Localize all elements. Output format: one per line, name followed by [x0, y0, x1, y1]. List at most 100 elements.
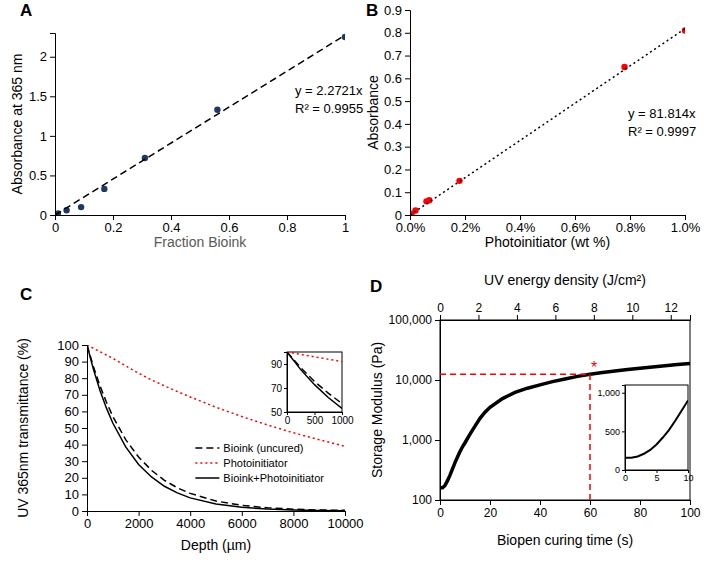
tick-mark: [82, 494, 87, 495]
tick-label: 80: [634, 506, 648, 520]
tick: 80: [65, 371, 87, 386]
tick-mark: [82, 461, 87, 462]
figure-container: 00.20.40.60.8100.511.52AFraction BioinkA…: [0, 0, 707, 563]
annotation-guide: [440, 373, 590, 375]
tick: 0: [52, 215, 59, 235]
tick-label: 0: [623, 473, 628, 483]
y-axis-line: [284, 353, 288, 413]
x-axis: 020406080100: [437, 500, 701, 520]
tick-label: 4000: [176, 516, 205, 531]
tick: 1,000: [597, 388, 625, 398]
tick: 0.5: [29, 168, 55, 183]
tick: 1,000: [402, 433, 440, 447]
x2-axis-title: UV energy density (J/cm²): [484, 272, 646, 288]
tick-label: 8: [591, 301, 598, 315]
point: [101, 186, 107, 192]
tick-mark: [82, 411, 87, 412]
legend-label: Bioink (uncured): [223, 442, 303, 454]
tick-label: 12: [665, 301, 679, 315]
panel: 0.0%0.2%0.4%0.6%0.8%1.0%00.10.20.30.40.5…: [365, 1, 701, 250]
tick-mark: [284, 364, 287, 365]
tick: 60: [65, 404, 87, 419]
tick-label: 0.4: [162, 220, 180, 235]
line: [287, 352, 342, 362]
plot-area: [440, 364, 690, 488]
tick: 0: [84, 511, 91, 531]
tick-label: 0.9: [384, 3, 402, 18]
tick: 10,000: [395, 373, 440, 387]
y-axis: 0102030405060708090100: [57, 338, 87, 519]
x-axis: 00.20.40.60.81: [52, 215, 349, 235]
tick-mark: [590, 500, 591, 505]
tick-label: 20: [65, 470, 79, 485]
tick-label: 0.6: [384, 71, 402, 86]
tick-label: 0.6%: [561, 220, 591, 235]
tick-label: 20: [484, 506, 498, 520]
plot-area: [287, 352, 342, 408]
tick-label: 0.8: [384, 25, 402, 40]
line: [287, 352, 342, 404]
tick-mark: [622, 393, 625, 394]
tick: 1.5: [29, 89, 55, 104]
tick-mark: [82, 428, 87, 429]
tick: 10: [683, 470, 693, 483]
tick-label: 4: [514, 301, 521, 315]
tick: 0: [285, 412, 291, 426]
tick: 2: [476, 301, 483, 320]
tick: 70: [65, 387, 87, 402]
y-axis: 00.10.20.30.40.50.60.70.80.9: [384, 3, 411, 223]
tick: 0.8%: [616, 215, 646, 235]
annotation: y = 81.814x: [628, 106, 696, 121]
tick-label: 0.4%: [506, 220, 536, 235]
tick-label: 60: [65, 404, 79, 419]
tick: 20: [484, 500, 498, 520]
tick-label: 2000: [125, 516, 154, 531]
tick: 0.2: [384, 162, 410, 177]
tick-label: 100: [57, 338, 79, 353]
plot-frame: [625, 385, 688, 470]
tick-label: 10: [683, 473, 693, 483]
tick: 0.1: [384, 185, 410, 200]
tick-mark: [405, 169, 410, 170]
panel: 00.20.40.60.8100.511.52AFraction BioinkA…: [9, 1, 363, 250]
tick-mark: [82, 445, 87, 446]
plot-area: [625, 400, 688, 457]
tick-mark: [50, 96, 55, 97]
tick-label: 1: [40, 129, 47, 144]
x-axis-title: Biopen curing time (s): [497, 532, 633, 548]
tick-label: 1,000: [597, 388, 620, 398]
tick-label: 5: [654, 473, 659, 483]
tick: 0: [615, 465, 625, 475]
tick-label: 0.2: [384, 162, 402, 177]
tick-label: 0.5: [29, 168, 47, 183]
tick-label: 100: [680, 506, 700, 520]
legend-swatch: [195, 447, 219, 449]
x2-axis-line: [441, 315, 691, 321]
point: [78, 204, 84, 210]
tick-label: 0: [437, 301, 444, 315]
tick: 0.3: [384, 139, 410, 154]
tick-label: 2: [40, 49, 47, 64]
tick-label: 100,000: [389, 313, 433, 327]
x-axis: 0200040006000800010000: [84, 511, 364, 531]
tick-mark: [50, 136, 55, 137]
tick-mark: [82, 378, 87, 379]
tick-label: 0: [72, 504, 79, 519]
panel-label: B: [366, 1, 378, 20]
tick: 0.8: [278, 215, 296, 235]
tick-label: 10: [65, 487, 79, 502]
tick: 4: [514, 301, 521, 320]
tick: 90: [65, 354, 87, 369]
tick: 2: [40, 49, 55, 64]
point: [412, 207, 418, 213]
tick-mark: [540, 500, 541, 505]
tick-label: 0: [52, 220, 59, 235]
tick-mark: [671, 315, 672, 320]
plot-frame: [287, 352, 342, 412]
annotation: R² = 0.9997: [628, 124, 696, 139]
tick-label: 0: [84, 516, 91, 531]
panel-label: C: [20, 285, 32, 304]
tick-label: 10,000: [395, 373, 432, 387]
line: [55, 35, 345, 215]
panel-label: A: [20, 1, 32, 20]
